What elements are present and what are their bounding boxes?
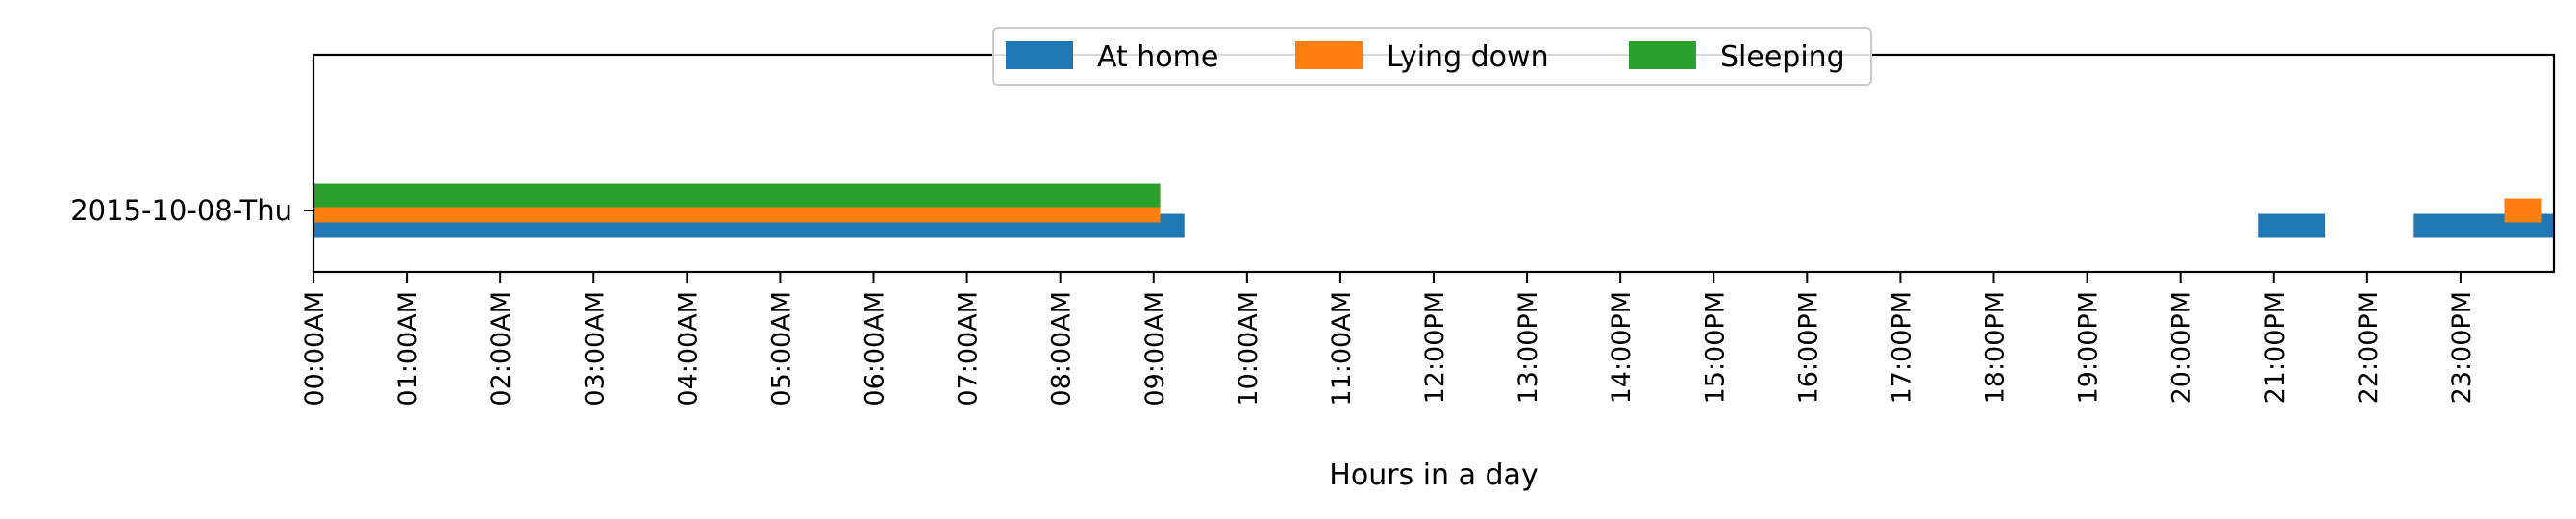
x-tick-label: 13:00PM bbox=[1513, 291, 1543, 404]
x-tick-label: 05:00AM bbox=[766, 291, 796, 407]
x-axis: 00:00AM 01:00AM 02:00AM 03:00AM 04:00AM 05:00… bbox=[300, 272, 2477, 407]
legend-swatch-sleeping bbox=[1629, 41, 1696, 69]
x-tick-label: 23:00PM bbox=[2447, 291, 2477, 404]
legend-swatch-lying-down bbox=[1295, 41, 1363, 69]
x-tick-label: 10:00AM bbox=[1234, 291, 1263, 407]
x-tick-label: 08:00AM bbox=[1047, 291, 1077, 407]
x-tick-label: 15:00PM bbox=[1700, 291, 1730, 404]
legend: At home Lying down Sleeping bbox=[992, 27, 1872, 86]
x-tick-label: 03:00AM bbox=[580, 291, 610, 407]
x-tick-label: 21:00PM bbox=[2261, 291, 2290, 404]
bar-at-home-1 bbox=[2258, 213, 2326, 238]
bars-layer bbox=[313, 183, 2554, 238]
bar-sleeping-0 bbox=[313, 183, 1161, 208]
x-tick-label: 20:00PM bbox=[2167, 291, 2197, 404]
x-tick-label: 18:00PM bbox=[1981, 291, 2011, 404]
x-tick-label: 22:00PM bbox=[2354, 291, 2384, 404]
x-tick-label: 02:00AM bbox=[487, 291, 516, 407]
x-tick-label: 04:00AM bbox=[673, 291, 703, 407]
x-tick-label: 06:00AM bbox=[861, 291, 890, 407]
x-tick-label: 07:00AM bbox=[954, 291, 984, 407]
x-tick-label: 17:00PM bbox=[1887, 291, 1916, 404]
x-axis-label: Hours in a day bbox=[1329, 458, 1538, 492]
legend-label-at-home: At home bbox=[1097, 40, 1218, 74]
legend-label-lying-down: Lying down bbox=[1387, 40, 1549, 74]
y-axis: 2015-10-08-Thu bbox=[70, 194, 313, 227]
plot-area-frame bbox=[312, 53, 2556, 274]
x-tick-label: 12:00PM bbox=[1420, 291, 1450, 404]
x-tick-label: 19:00PM bbox=[2074, 291, 2104, 404]
x-tick-label: 01:00AM bbox=[393, 291, 423, 407]
y-tick-label: 2015-10-08-Thu bbox=[70, 194, 292, 227]
x-tick-label: 11:00AM bbox=[1327, 291, 1357, 407]
bar-lying-down-1 bbox=[2504, 198, 2542, 223]
x-tick-label: 16:00PM bbox=[1793, 291, 1823, 404]
legend-label-sleeping: Sleeping bbox=[1720, 40, 1845, 74]
x-tick-label: 14:00PM bbox=[1607, 291, 1637, 404]
x-tick-label: 00:00AM bbox=[300, 291, 330, 407]
legend-swatch-at-home bbox=[1006, 41, 1073, 69]
x-tick-label: 09:00AM bbox=[1140, 291, 1170, 407]
